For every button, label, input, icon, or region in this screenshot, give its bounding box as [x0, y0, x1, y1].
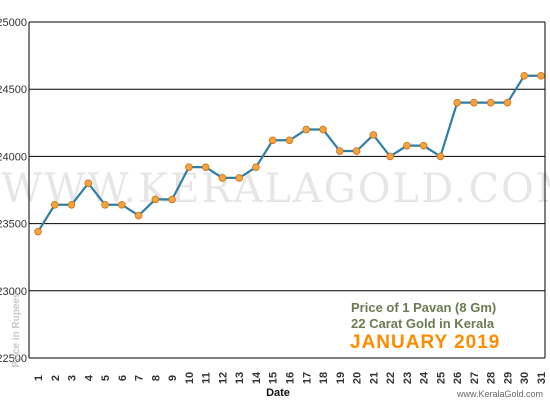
- grid-lines: [28, 21, 546, 359]
- data-point: [118, 200, 126, 209]
- x-tick-label: 10: [184, 372, 196, 384]
- x-tick-label: 12: [217, 372, 229, 384]
- data-point: [302, 125, 311, 134]
- x-tick-label: 7: [134, 375, 146, 381]
- x-tick-label: 1: [33, 375, 45, 381]
- data-point: [34, 227, 42, 236]
- legend-line-1: Price of 1 Pavan (8 Gm): [351, 300, 496, 315]
- data-point: [470, 98, 478, 107]
- x-tick-label: 14: [251, 371, 263, 384]
- data-point: [403, 141, 411, 150]
- x-tick-label: 26: [452, 372, 464, 384]
- legend-month: JANUARY 2019: [350, 332, 500, 353]
- x-tick-label: 6: [117, 375, 129, 381]
- data-point: [436, 152, 445, 161]
- legend-line-2: 22 Carat Gold in Kerala: [351, 316, 495, 331]
- x-tick-label: 11: [201, 372, 213, 384]
- y-axis-ticks: 22500 23000 23500 24000 24500 25000: [0, 17, 27, 365]
- data-point: [486, 98, 495, 107]
- data-point: [134, 211, 143, 220]
- data-point: [386, 152, 394, 161]
- data-point: [503, 98, 512, 107]
- data-point: [185, 163, 193, 171]
- x-tick-label: 2: [50, 375, 62, 381]
- x-tick-label: 5: [100, 375, 112, 381]
- data-point: [201, 163, 210, 171]
- x-tick-label: 28: [486, 372, 498, 384]
- data-point: [101, 200, 109, 209]
- x-tick-label: 20: [352, 372, 364, 384]
- data-point: [151, 195, 160, 204]
- data-point: [369, 131, 378, 139]
- data-points: [34, 71, 545, 236]
- website-label: www.KeralaGold.com: [456, 389, 543, 399]
- data-point: [352, 147, 361, 155]
- x-tick-label: 15: [268, 372, 280, 384]
- data-point: [67, 200, 76, 209]
- y-tick-label: 22500: [0, 353, 27, 365]
- data-point: [319, 125, 327, 134]
- y-tick-label: 25000: [0, 17, 27, 29]
- x-tick-label: 18: [318, 372, 330, 384]
- x-tick-label: 25: [435, 372, 447, 384]
- x-tick-label: 4: [83, 374, 95, 381]
- y-tick-label: 24500: [0, 84, 27, 96]
- data-point: [168, 195, 176, 204]
- data-point: [252, 163, 260, 171]
- y-tick-label: 24000: [0, 151, 27, 163]
- data-point: [520, 71, 529, 80]
- x-tick-label: 31: [536, 372, 548, 384]
- data-point: [335, 147, 344, 155]
- x-axis-title: Date: [266, 387, 290, 399]
- y-tick-label: 23500: [0, 219, 27, 231]
- data-point: [84, 179, 93, 188]
- data-point: [268, 136, 277, 145]
- data-point: [537, 71, 545, 80]
- x-tick-label: 13: [234, 372, 246, 384]
- data-point: [50, 200, 59, 209]
- x-tick-label: 3: [67, 375, 79, 381]
- x-tick-label: 17: [301, 372, 313, 384]
- x-tick-label: 9: [167, 375, 179, 381]
- data-point: [235, 174, 244, 182]
- y-tick-label: 23000: [0, 286, 27, 298]
- x-tick-label: 21: [368, 372, 380, 384]
- x-tick-label: 29: [502, 372, 514, 384]
- data-point: [453, 98, 461, 107]
- x-tick-label: 24: [419, 371, 431, 384]
- data-point: [285, 136, 294, 145]
- x-tick-label: 23: [402, 372, 414, 384]
- x-tick-label: 22: [385, 372, 397, 384]
- x-tick-label: 16: [285, 372, 297, 384]
- y-axis-title: Price in Rupees: [11, 292, 22, 367]
- x-tick-label: 30: [519, 372, 531, 384]
- x-tick-label: 19: [335, 372, 347, 384]
- x-axis-ticks: 1 2 3 4 5 6 7 8 9 10 11 12 13 14 15 16 17 18 19 20 21 22 23 24 2…: [33, 371, 548, 384]
- x-tick-label: 8: [150, 375, 162, 381]
- data-point: [419, 141, 428, 150]
- data-point: [218, 174, 227, 182]
- x-tick-label: 27: [469, 372, 481, 384]
